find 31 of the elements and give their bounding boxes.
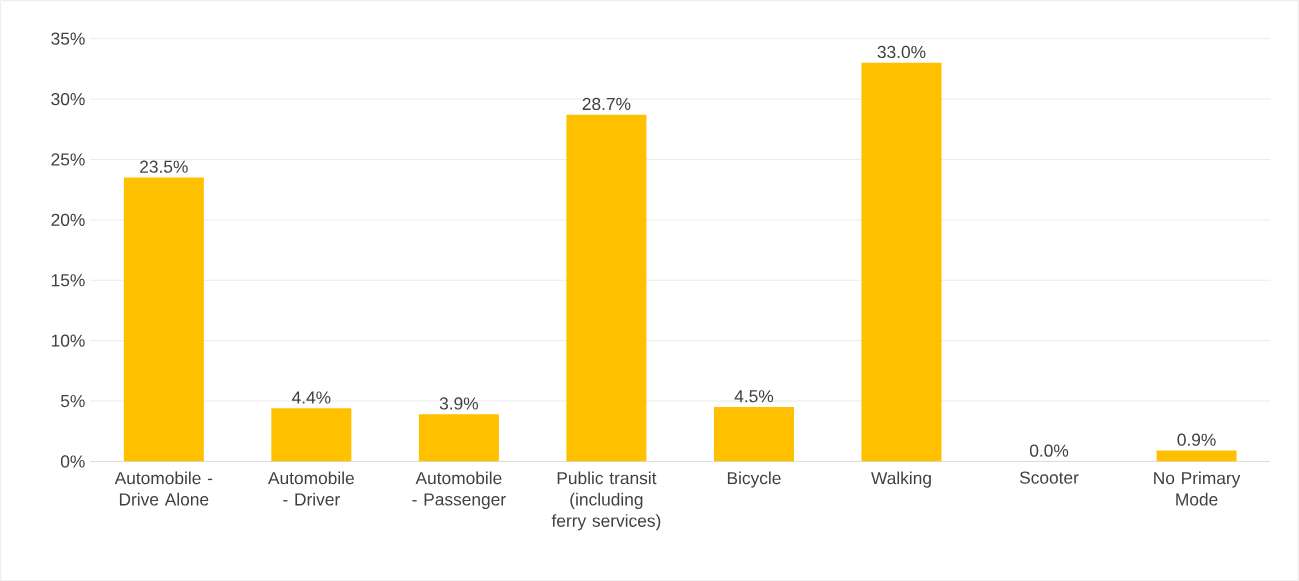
bar: [566, 114, 647, 462]
x-tick-label: No Primary Mode: [1154, 471, 1241, 506]
data-label: 28.7%: [582, 97, 631, 110]
x-tick-label: Public transit (including ferry services): [551, 471, 661, 531]
x-tick-label: Walking: [871, 471, 931, 488]
bar: [418, 414, 499, 462]
x-tick-label: Automobile - Drive Alone: [114, 471, 213, 506]
bar: [861, 62, 942, 462]
bar: [713, 406, 794, 462]
x-tick-label: Bicycle: [727, 471, 781, 488]
y-tick-label: 20%: [51, 213, 85, 226]
data-label: 0.9%: [1177, 433, 1216, 446]
data-label: 23.5%: [140, 160, 188, 173]
y-tick-label: 15%: [51, 273, 85, 287]
x-tick-label: Automobile - Driver: [268, 471, 354, 506]
y-tick-label: 35%: [51, 32, 85, 45]
y-tick-label: 5%: [60, 394, 85, 407]
y-tick-label: 0%: [60, 455, 85, 468]
data-label: 0.0%: [1029, 444, 1069, 457]
data-label: 33.0%: [877, 45, 926, 58]
data-label: 4.4%: [291, 391, 331, 404]
bar: [271, 408, 352, 462]
x-tick-label: Automobile - Passenger: [412, 471, 506, 509]
data-label: 3.9%: [439, 397, 479, 410]
y-tick-label: 30%: [51, 92, 85, 105]
y-tick-label: 10%: [51, 334, 85, 347]
y-tick-label: 25%: [51, 153, 85, 166]
bar: [1156, 450, 1237, 462]
x-tick-label: Scooter: [1019, 471, 1079, 484]
data-label: 4.5%: [734, 389, 774, 403]
bar: [123, 177, 204, 462]
